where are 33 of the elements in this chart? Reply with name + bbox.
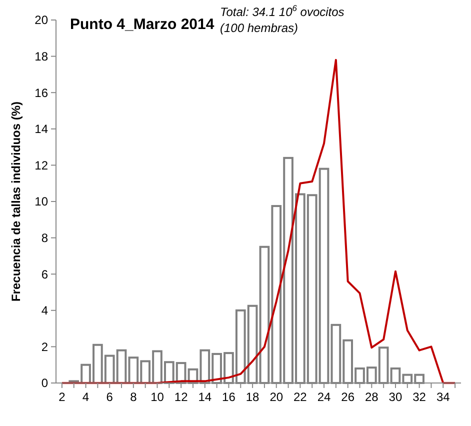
y-axis-title: Frecuencia de tallas individuos (%)	[9, 101, 23, 302]
x-tick-label: 22	[294, 390, 308, 404]
y-tick-label: 4	[41, 304, 48, 318]
x-tick-label: 10	[150, 390, 164, 404]
x-tick-label: 18	[246, 390, 260, 404]
x-tick-label: 26	[341, 390, 355, 404]
y-tick-label: 10	[34, 194, 48, 209]
x-tick-label: 8	[130, 390, 138, 404]
y-tick-label: 0	[41, 376, 48, 390]
x-tick-label: 20	[270, 390, 284, 404]
y-tick-label: 2	[41, 340, 48, 354]
x-tick-label: 30	[388, 390, 402, 404]
x-tick-label: 28	[364, 390, 379, 404]
y-tick-label: 8	[41, 231, 48, 245]
chart-title: Punto 4_Marzo 2014	[70, 16, 215, 33]
y-tick-label: 16	[34, 86, 48, 100]
x-tick-label: 4	[82, 390, 90, 404]
x-tick-label: 6	[106, 390, 114, 404]
y-tick-label: 12	[34, 158, 48, 172]
line-series	[60, 58, 456, 384]
x-tick-label: 34	[436, 390, 450, 404]
x-tick-label: 2	[58, 390, 66, 404]
x-tick-label: 12	[174, 390, 188, 404]
y-tick-label: 18	[34, 50, 48, 64]
x-tick-label: 32	[412, 390, 426, 404]
y-tick-label: 20	[34, 13, 48, 28]
y-tick-label: 14	[34, 122, 48, 136]
y-tick-label: 6	[41, 267, 48, 282]
annotation: (100 hembras)	[220, 21, 298, 35]
x-tick-label: 14	[198, 390, 212, 404]
text: Total: 34.1 10$^{6}$ ovocitos	[220, 3, 344, 19]
x-tick-label: 16	[222, 390, 236, 404]
x-tick-label: 24	[317, 390, 332, 404]
